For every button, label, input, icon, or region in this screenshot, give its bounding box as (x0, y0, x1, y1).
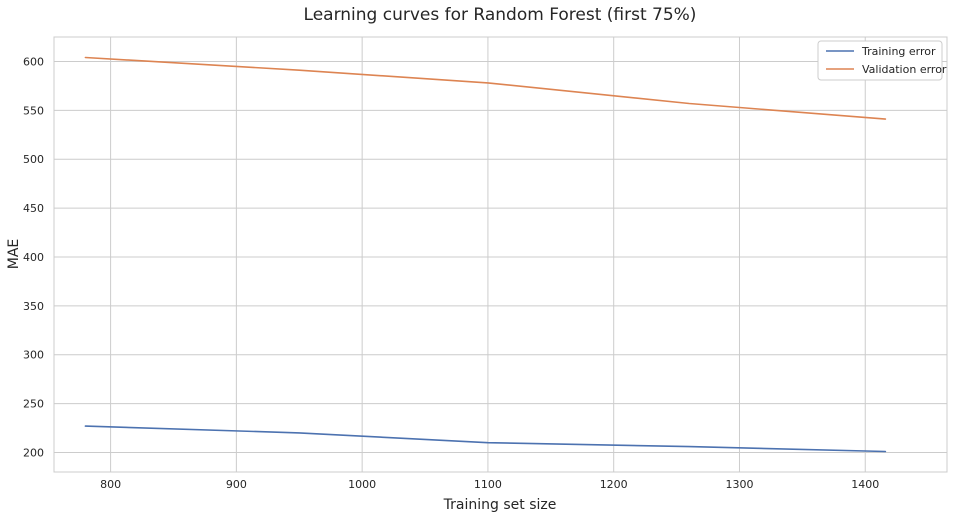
validation-error-line (84, 56, 887, 120)
y-tick-label: 250 (23, 398, 44, 411)
y-tick-label: 400 (23, 251, 44, 264)
chart-title: Learning curves for Random Forest (first… (304, 5, 697, 25)
y-tick-label: 500 (23, 153, 44, 166)
x-tick-label: 900 (226, 478, 247, 491)
x-tick-label: 1200 (600, 478, 628, 491)
x-tick-label: 1400 (851, 478, 879, 491)
y-tick-label: 350 (23, 300, 44, 313)
x-tick-label: 800 (100, 478, 121, 491)
y-tick-label: 550 (23, 104, 44, 117)
legend: Training error Validation error (817, 40, 947, 81)
y-tick-label: 450 (23, 202, 44, 215)
x-tick-label: 1100 (474, 478, 502, 491)
x-axis-label: Training set size (443, 497, 557, 513)
plot-area (53, 36, 948, 473)
y-tick-label: 600 (23, 55, 44, 68)
training-error-line (84, 425, 887, 453)
x-tick-label: 1300 (725, 478, 753, 491)
y-tick-label: 300 (23, 349, 44, 362)
legend-label-training: Training error (861, 45, 936, 58)
y-tick-label: 200 (23, 446, 44, 459)
grid (54, 37, 947, 472)
legend-label-validation: Validation error (862, 63, 947, 76)
series-lines (84, 56, 887, 453)
x-tick-label: 1000 (348, 478, 376, 491)
tick-labels: 800 900 1000 1100 1200 1300 1400 200 250 300 350 40… (23, 55, 879, 491)
y-axis-label: MAE (6, 239, 22, 270)
